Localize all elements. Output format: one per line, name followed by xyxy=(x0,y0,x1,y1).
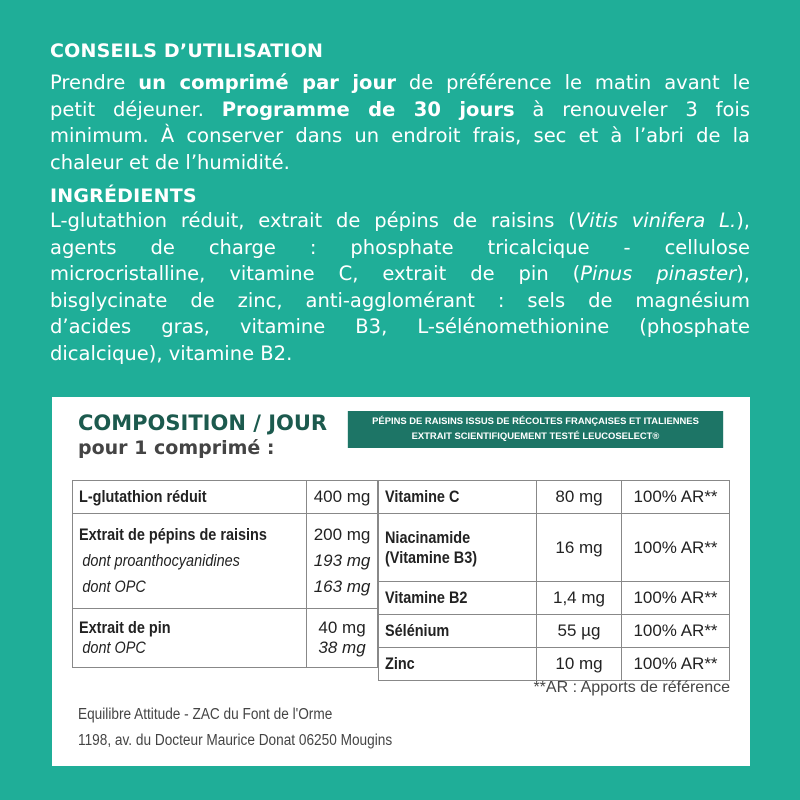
nutrient-name: Zinc xyxy=(385,654,415,673)
sub-ingredient-name: dont OPC xyxy=(82,577,146,596)
nutrient-ar: 100% AR** xyxy=(621,513,730,582)
ingredient-name: Extrait de pépins de raisins xyxy=(79,525,267,544)
ingredients-title: INGRÉDIENTS xyxy=(50,185,197,207)
text-segment: un comprimé par jour xyxy=(138,71,396,94)
ingredient-name: Extrait de pin xyxy=(79,618,171,637)
nutrient-name: Niacinamide xyxy=(385,527,471,547)
address-line-1: Equilibre Attitude - ZAC du Font de l'Or… xyxy=(78,706,333,723)
text-segment: Programme de 30 jours xyxy=(221,97,515,121)
table-row: Niacinamide (Vitamine B3) 16 mg 100% AR** xyxy=(378,513,730,582)
sub-ingredient-qty: 163 mg xyxy=(313,577,371,596)
origin-banner: PÉPINS DE RAISINS ISSUS DE RÉCOLTES FRAN… xyxy=(347,411,724,448)
text-segment: Prendre xyxy=(50,71,139,94)
text-line: petit déjeuner. Programme de 30 jours à … xyxy=(50,97,750,124)
table-row: Vitamine B2 1,4 mg 100% AR** xyxy=(378,581,730,615)
text-line: chaleur et de l’humidité. xyxy=(50,150,750,177)
text-segment: bisglycinate de zinc, anti-agglomérant :… xyxy=(50,288,750,312)
text-segment: ), xyxy=(736,262,750,285)
ingredient-name: L-glutathion réduit xyxy=(79,487,207,506)
text-line: agents de charge : phosphate tricalcique… xyxy=(50,235,750,262)
text-segment: minimum. À conserver dans un endroit fra… xyxy=(50,124,750,147)
text-segment: ), xyxy=(736,209,750,232)
nutrient-qty: 55 µg xyxy=(536,614,622,648)
nutrient-name: Sélénium xyxy=(385,621,450,640)
usage-title: CONSEILS D’UTILISATION xyxy=(50,40,324,62)
composition-table-main: L-glutathion réduit 400 mg Extrait de pé… xyxy=(71,480,378,668)
nutrient-name: Vitamine B2 xyxy=(385,588,468,607)
table-row: Extrait de pépins de raisins dont proant… xyxy=(71,513,378,609)
text-line: bisglycinate de zinc, anti-agglomérant :… xyxy=(50,288,750,315)
ingredient-qty: 40 mg xyxy=(318,618,366,637)
nutrient-name: Vitamine C xyxy=(385,487,460,506)
nutrient-ar: 100% AR** xyxy=(621,647,730,681)
nutrient-qty: 16 mg xyxy=(536,513,622,582)
sub-ingredient-name: dont proanthocyanidines xyxy=(82,551,240,570)
text-segment: Vitis vinifera L. xyxy=(575,209,737,232)
text-line: d’acides gras, vitamine B3, L-sélénometh… xyxy=(50,314,750,341)
table-row: Sélénium 55 µg 100% AR** xyxy=(378,614,730,648)
composition-subtitle: pour 1 comprimé : xyxy=(78,437,275,459)
text-segment: à renouveler 3 fois xyxy=(514,97,750,121)
nutrient-ar: 100% AR** xyxy=(621,581,730,615)
ingredient-qty: 400 mg xyxy=(306,480,378,514)
ingredients-text: L-glutathion réduit, extrait de pépins d… xyxy=(50,208,750,367)
nutrient-ar: 100% AR** xyxy=(621,480,730,514)
nutrient-name-2: (Vitamine B3) xyxy=(385,547,478,567)
text-line: dicalcique), vitamine B2. xyxy=(50,341,750,368)
sub-ingredient-qty: 38 mg xyxy=(318,638,366,657)
nutrient-ar: 100% AR** xyxy=(621,614,730,648)
nutrient-qty: 80 mg xyxy=(536,480,622,514)
text-segment: de préférence le matin avant le xyxy=(395,71,750,94)
usage-text: Prendre un comprimé par jour de préféren… xyxy=(50,70,750,176)
text-line: microcristalline, vitamine C, extrait de… xyxy=(50,261,750,288)
text-segment: microcristalline, vitamine C, extrait de… xyxy=(50,262,581,285)
composition-title: COMPOSITION / JOUR xyxy=(78,411,328,435)
text-segment: petit déjeuner. xyxy=(50,97,222,121)
text-segment: dicalcique), vitamine B2. xyxy=(50,341,293,365)
ingredient-qty: 200 mg xyxy=(313,525,371,544)
text-segment: d’acides gras, vitamine B3, L-sélénometh… xyxy=(50,315,750,338)
sub-ingredient-qty: 193 mg xyxy=(313,551,371,570)
composition-table-vitamins: Vitamine C 80 mg 100% AR** Niacinamide (Vita… xyxy=(378,480,730,681)
table-row: L-glutathion réduit 400 mg xyxy=(71,480,378,514)
nutrient-qty: 1,4 mg xyxy=(536,581,622,615)
table-row: Zinc 10 mg 100% AR** xyxy=(378,647,730,681)
footnote: **AR : Apports de référence xyxy=(533,679,730,696)
banner-line-1: PÉPINS DE RAISINS ISSUS DE RÉCOLTES FRAN… xyxy=(372,416,699,427)
address-line-2: 1198, av. du Docteur Maurice Donat 06250… xyxy=(78,732,393,749)
table-row: Extrait de pin dont OPC 40 mg 38 mg xyxy=(71,608,378,668)
text-line: L-glutathion réduit, extrait de pépins d… xyxy=(50,208,750,235)
banner-line-2: EXTRAIT SCIENTIFIQUEMENT TESTÉ LEUCOSELE… xyxy=(411,431,660,442)
composition-card: COMPOSITION / JOUR pour 1 comprimé : PÉP… xyxy=(52,397,750,766)
text-segment: agents de charge : phosphate tricalcique… xyxy=(50,235,750,259)
sub-ingredient-name: dont OPC xyxy=(82,638,146,657)
text-segment: Pinus pinaster xyxy=(580,262,737,285)
text-line: Prendre un comprimé par jour de préféren… xyxy=(50,70,750,97)
table-row: Vitamine C 80 mg 100% AR** xyxy=(378,480,730,514)
text-line: minimum. À conserver dans un endroit fra… xyxy=(50,123,750,150)
text-segment: chaleur et de l’humidité. xyxy=(50,150,290,174)
text-segment: L-glutathion réduit, extrait de pépins d… xyxy=(50,209,576,232)
nutrient-qty: 10 mg xyxy=(536,647,622,681)
